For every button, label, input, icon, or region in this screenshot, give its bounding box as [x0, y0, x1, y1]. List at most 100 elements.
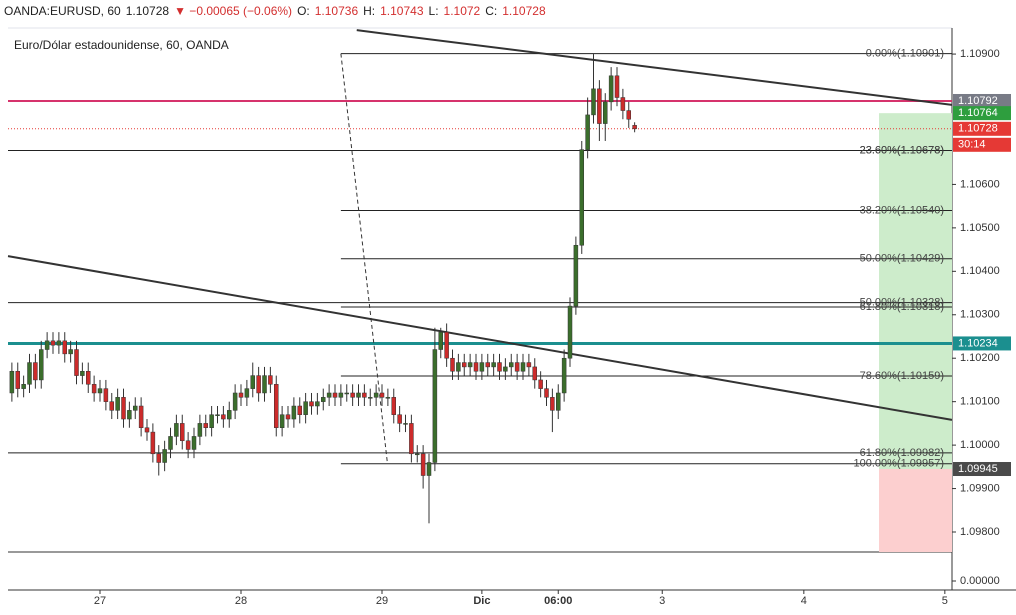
candle-body	[68, 349, 73, 355]
h-value: 1.10743	[380, 4, 424, 18]
o-label: O:	[297, 4, 310, 18]
candle-body	[497, 362, 502, 372]
y-tick-label: 1.10000	[960, 439, 1000, 451]
candle-body	[415, 453, 420, 456]
fib-label: 50.00%(1.10328)	[860, 297, 944, 309]
candle-body	[144, 427, 150, 433]
x-tick-label: 27	[94, 595, 106, 607]
level-box	[953, 336, 1011, 351]
fib-label: 38.20%(1.10540)	[860, 204, 944, 216]
y-tick-label: 1.09800	[960, 526, 1000, 538]
y-tick-label: 1.10900	[960, 48, 1000, 60]
candle-body	[309, 401, 314, 407]
last-price-box	[953, 121, 1011, 136]
candle-body	[203, 423, 209, 428]
level-label: 1.10792	[958, 95, 998, 107]
target-box	[953, 106, 1011, 121]
symbol: OANDA:EURUSD, 60	[4, 4, 121, 18]
x-tick-label: 5	[942, 595, 948, 607]
candle-body	[238, 392, 244, 398]
trendline	[7, 255, 953, 421]
trendline	[340, 53, 388, 463]
candle-body	[409, 423, 414, 455]
candle-body	[344, 392, 350, 395]
candle-body	[326, 392, 332, 398]
candle-body	[297, 405, 303, 415]
candle-body	[185, 440, 191, 450]
candle-body	[103, 388, 109, 402]
level-box	[953, 93, 1011, 108]
candle-body	[9, 371, 15, 394]
x-tick-label: 29	[376, 595, 388, 607]
candle-body	[591, 88, 596, 116]
candle-body	[426, 462, 432, 476]
lower-pane-tick-label: 0.00000	[960, 575, 1000, 587]
candle-body	[397, 414, 402, 424]
candle-body	[403, 423, 408, 425]
candle-body	[21, 384, 26, 389]
candle-body	[632, 125, 637, 130]
candle-body	[550, 397, 555, 411]
candle-body	[532, 366, 538, 381]
x-tick-label: 3	[659, 595, 665, 607]
fib-label: 0.00%(1.10901)	[866, 48, 944, 60]
candle-body	[250, 375, 256, 389]
candle-body	[74, 349, 79, 376]
candle-body	[514, 362, 520, 372]
candle-body	[573, 244, 579, 307]
candle-body	[33, 362, 38, 381]
candle-body	[503, 366, 508, 372]
candle-body	[232, 392, 238, 411]
trendline	[356, 29, 953, 106]
candle-body	[438, 331, 444, 350]
candle-body	[168, 436, 173, 450]
candle-body	[391, 397, 397, 415]
candle-body	[285, 414, 291, 420]
fib-label: 50.00%(1.10429)	[860, 253, 944, 265]
candle-body	[244, 388, 250, 398]
candle-body	[303, 401, 308, 415]
candle-body	[620, 97, 626, 111]
fib-label: 61.80%(1.09982)	[860, 447, 944, 459]
y-tick-label: 1.10400	[960, 265, 1000, 277]
y-tick-label: 1.10100	[960, 396, 1000, 408]
candle-body	[138, 405, 144, 428]
chart-title: Euro/Dólar estadounidense, 60, OANDA	[14, 38, 229, 52]
candle-body	[115, 397, 120, 411]
candle-body	[109, 401, 115, 411]
candle-body	[44, 340, 50, 350]
last-price: 1.10728	[125, 4, 170, 18]
candle-body	[338, 392, 344, 398]
candle-body	[86, 371, 91, 385]
fib-label: 23.60%(1.10678)	[860, 144, 944, 156]
candle-body	[39, 349, 44, 381]
c-label: C:	[485, 4, 498, 18]
candle-body	[362, 392, 367, 398]
candle-body	[274, 384, 279, 428]
candle-body	[526, 362, 532, 368]
entry-box	[953, 462, 1011, 477]
y-tick-label: 1.10500	[960, 222, 1000, 234]
candle-body	[150, 431, 156, 455]
candle-body	[262, 375, 267, 394]
candle-body	[444, 331, 449, 359]
candle-body	[379, 392, 385, 398]
candle-body	[520, 362, 526, 372]
candle-body	[556, 392, 561, 411]
candle-body	[133, 405, 138, 411]
candle-body	[221, 414, 226, 420]
fib-label: 78.60%(1.10159)	[860, 370, 944, 382]
candle-body	[227, 410, 232, 420]
fib-label: 100.00%(1.09957)	[853, 458, 944, 470]
candle-body	[567, 305, 573, 359]
y-tick-label: 1.09900	[960, 482, 1000, 494]
candle-body	[97, 388, 103, 394]
candle-body	[174, 423, 179, 437]
candle-body	[485, 362, 491, 368]
x-tick-label: 28	[235, 595, 247, 607]
candle-body	[456, 362, 461, 372]
last-price-label: 1.10728	[958, 123, 998, 135]
level-label: 1.10234	[958, 337, 998, 349]
candle-body	[350, 392, 355, 398]
